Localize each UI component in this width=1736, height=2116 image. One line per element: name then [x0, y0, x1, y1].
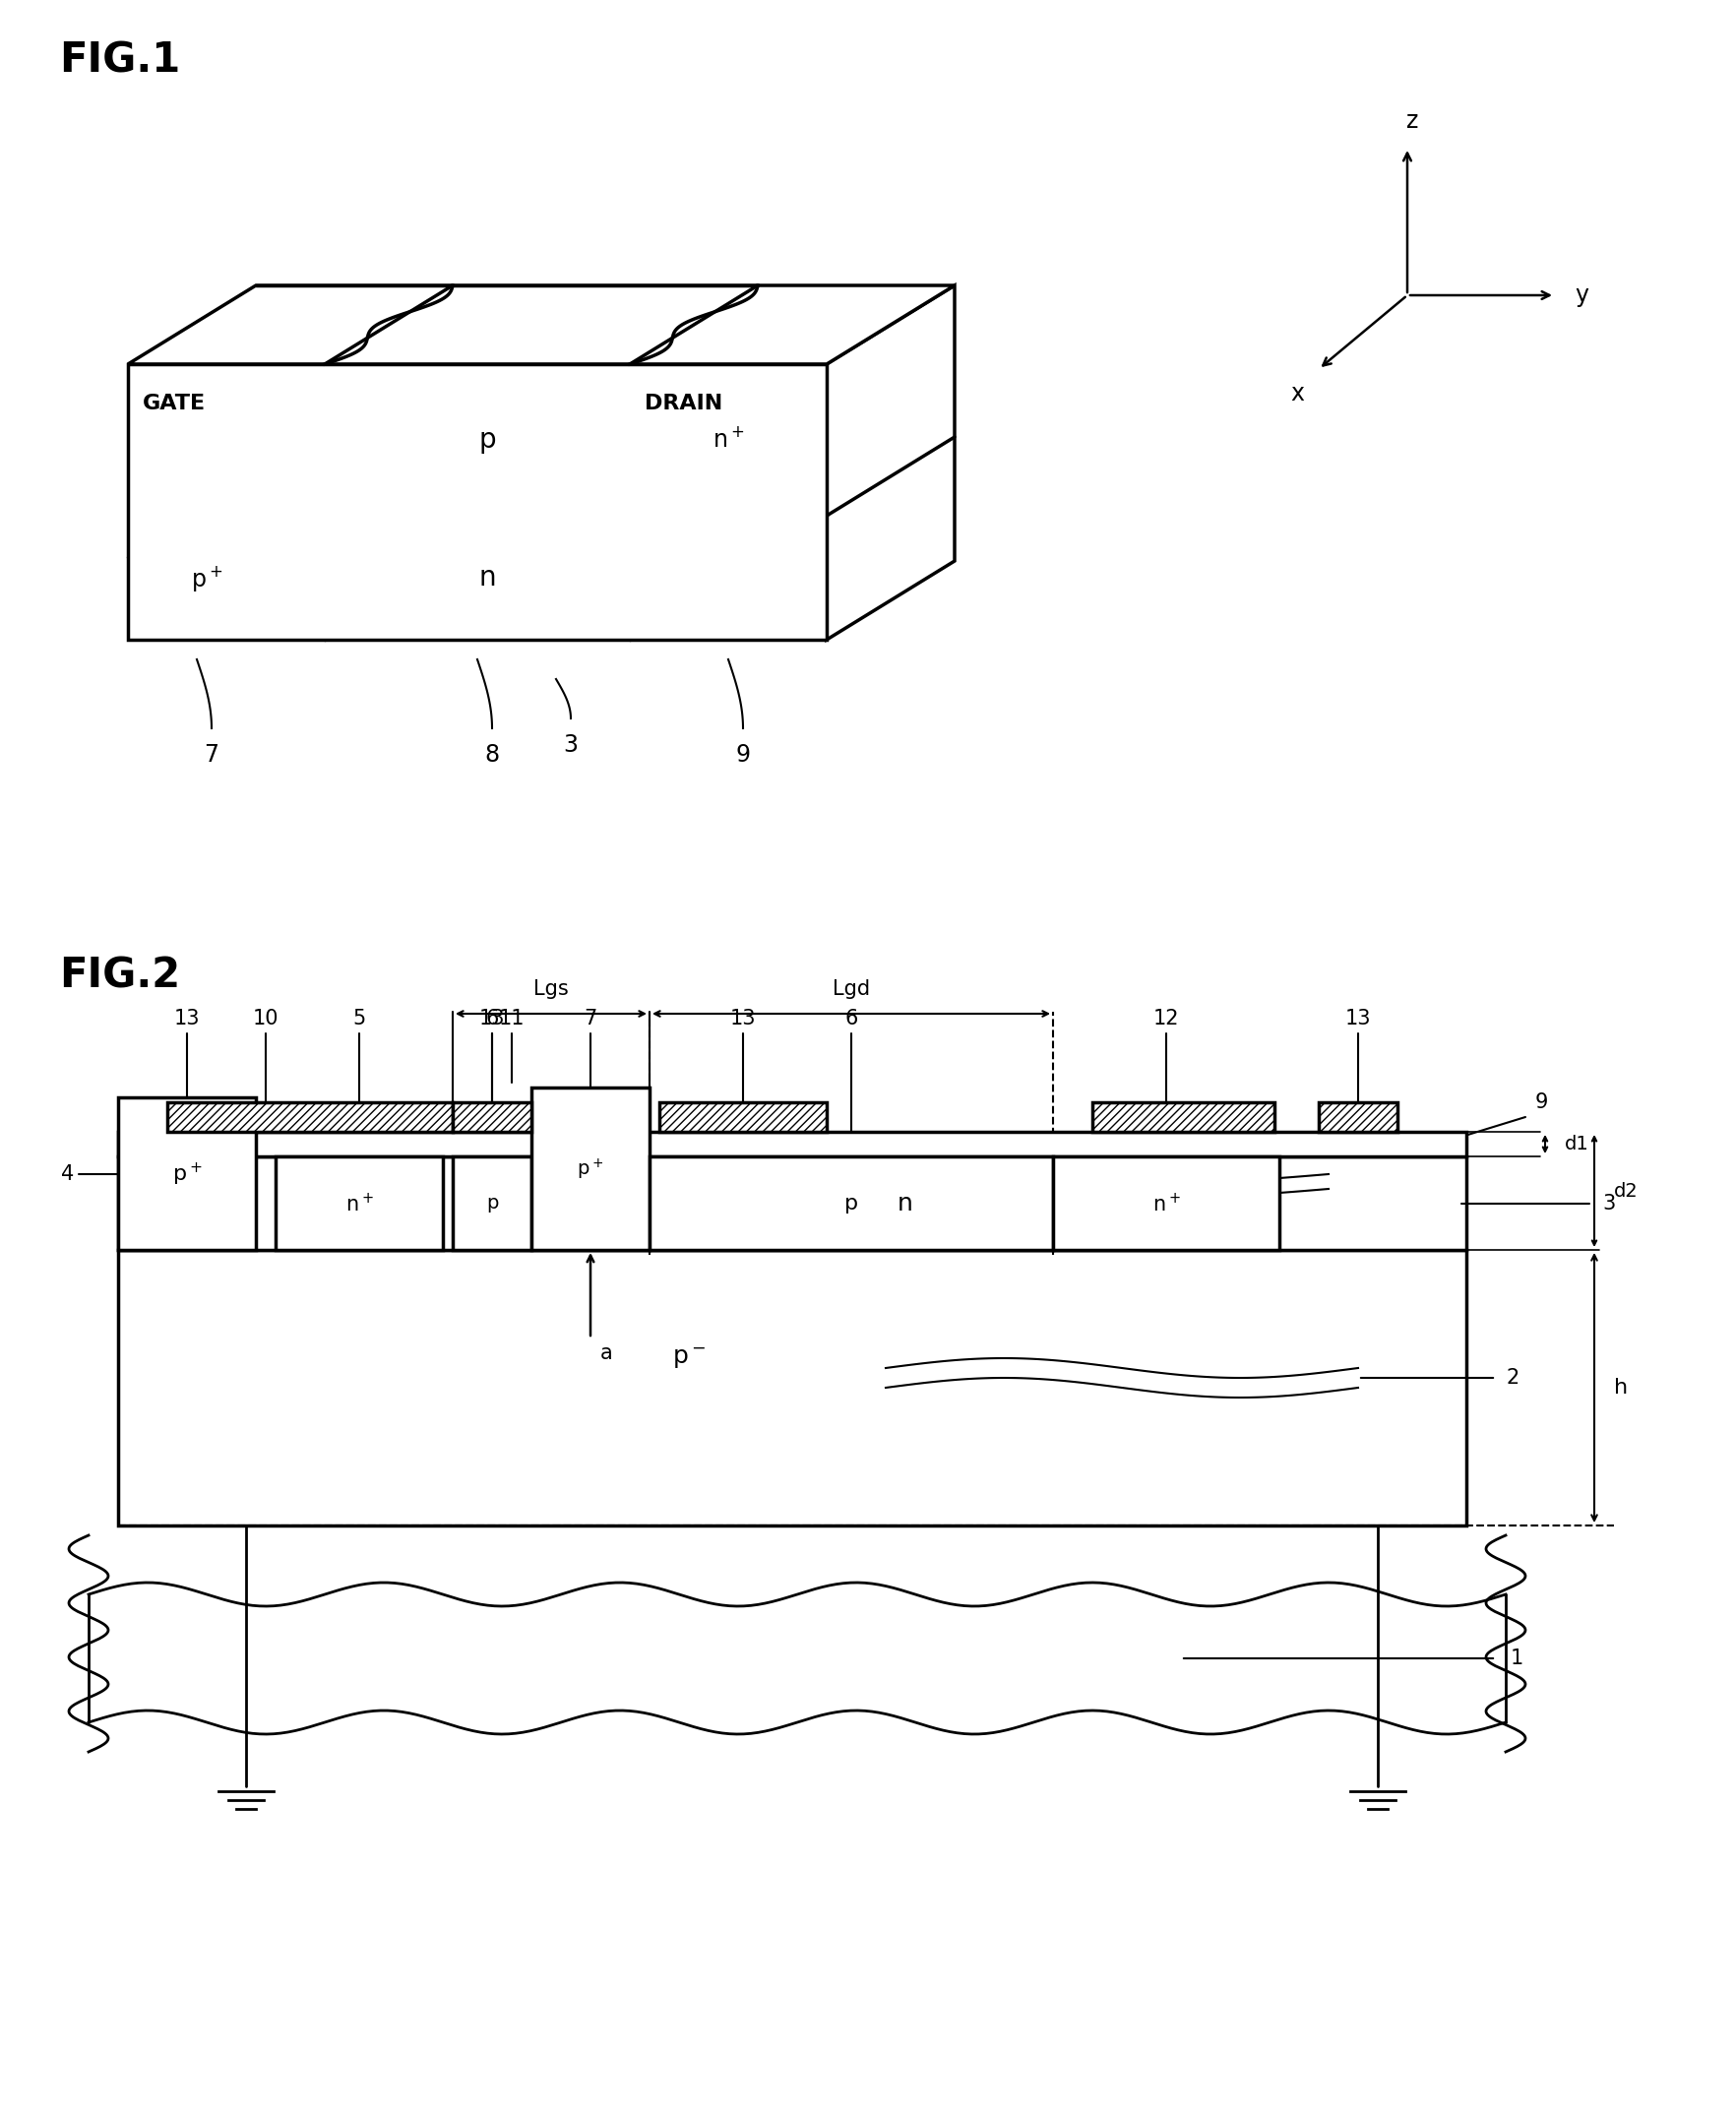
Text: h: h	[1614, 1378, 1628, 1397]
Text: z: z	[1406, 110, 1418, 133]
Text: 1: 1	[1510, 1648, 1524, 1667]
Text: p$^+$: p$^+$	[172, 1162, 201, 1187]
Polygon shape	[128, 286, 955, 364]
Bar	[118, 1132, 1467, 1157]
Text: 13: 13	[479, 1009, 505, 1028]
Bar	[453, 1102, 531, 1132]
Text: 11: 11	[498, 1009, 524, 1028]
Text: DRAIN: DRAIN	[644, 394, 722, 413]
Text: 13: 13	[174, 1009, 200, 1028]
Bar	[1054, 1157, 1279, 1251]
Bar	[128, 364, 826, 639]
Bar	[1092, 1102, 1274, 1132]
Text: 6: 6	[486, 1009, 498, 1028]
Text: 9: 9	[1535, 1092, 1549, 1113]
Text: n$^+$: n$^+$	[712, 427, 745, 453]
Text: 7: 7	[583, 1009, 597, 1028]
Text: 3: 3	[564, 734, 578, 758]
Bar	[453, 1157, 531, 1251]
Text: 6: 6	[845, 1009, 858, 1028]
Text: n$^+$: n$^+$	[1153, 1191, 1180, 1215]
Text: 2: 2	[1505, 1369, 1519, 1388]
Text: FIG.2: FIG.2	[59, 954, 181, 997]
Bar	[649, 1157, 1054, 1251]
Bar	[118, 1098, 255, 1251]
Text: n$^+$: n$^+$	[345, 1191, 373, 1215]
Text: 13: 13	[1345, 1009, 1371, 1028]
Text: a: a	[601, 1344, 613, 1363]
Text: n: n	[479, 565, 496, 592]
Text: d1: d1	[1564, 1136, 1588, 1153]
Text: p$^+$: p$^+$	[191, 565, 222, 592]
Text: 12: 12	[1153, 1009, 1179, 1028]
Text: 9: 9	[736, 743, 750, 766]
Text: FIG.1: FIG.1	[59, 40, 181, 80]
Bar	[531, 1088, 649, 1251]
Text: 8: 8	[484, 743, 500, 766]
Bar	[276, 1157, 443, 1251]
Bar	[1319, 1102, 1397, 1132]
Bar	[118, 1251, 1467, 1526]
Text: d2: d2	[1614, 1181, 1639, 1200]
Text: 5: 5	[352, 1009, 366, 1028]
Text: Lgd: Lgd	[833, 980, 870, 999]
Text: p$^+$: p$^+$	[576, 1157, 604, 1181]
Text: p$^-$: p$^-$	[672, 1346, 707, 1371]
Text: p: p	[479, 425, 496, 453]
Text: p: p	[844, 1193, 858, 1212]
Text: GATE: GATE	[142, 394, 207, 413]
Polygon shape	[826, 286, 955, 639]
Bar	[118, 1157, 1467, 1251]
Bar	[660, 1102, 826, 1132]
Text: Lgs: Lgs	[533, 980, 569, 999]
Text: 10: 10	[253, 1009, 279, 1028]
Text: 7: 7	[205, 743, 219, 766]
Bar	[167, 1102, 453, 1132]
Text: n: n	[898, 1191, 913, 1215]
Text: 4: 4	[61, 1164, 75, 1185]
Text: x: x	[1290, 381, 1304, 406]
Text: 13: 13	[729, 1009, 757, 1028]
Text: p: p	[486, 1193, 498, 1212]
Text: y: y	[1575, 284, 1588, 307]
Text: 3: 3	[1602, 1193, 1614, 1212]
